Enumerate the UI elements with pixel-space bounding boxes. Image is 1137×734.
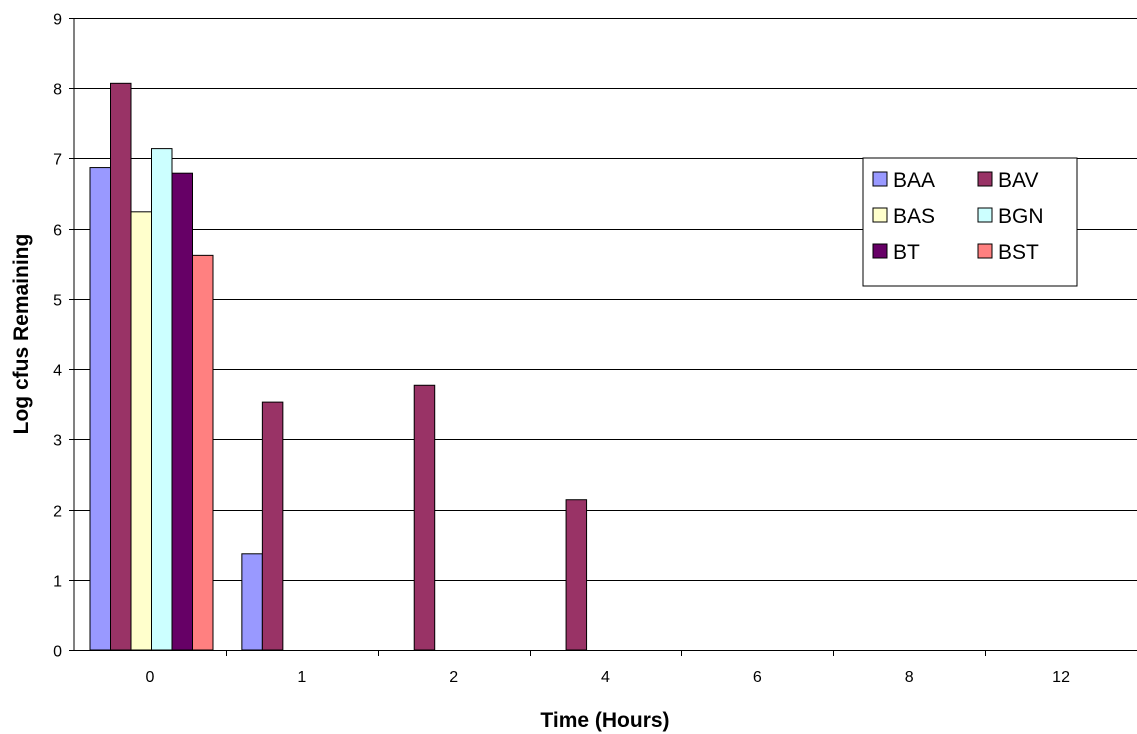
x-tick-label: 6 bbox=[753, 669, 762, 686]
bar-baa-1 bbox=[241, 553, 263, 651]
y-tick-label: 4 bbox=[53, 363, 62, 380]
legend-swatch-bgn bbox=[977, 207, 993, 223]
legend: BAA BAV BAS BGN BT BST bbox=[862, 157, 1078, 287]
y-tick-label: 0 bbox=[53, 644, 62, 661]
x-tick-label: 8 bbox=[905, 669, 914, 686]
bar-bgn-0 bbox=[151, 148, 173, 651]
legend-swatch-bst bbox=[977, 243, 993, 259]
y-tick-label: 6 bbox=[53, 223, 62, 240]
bar-baa-0 bbox=[89, 167, 111, 651]
y-tick-label: 7 bbox=[53, 152, 62, 169]
axes bbox=[73, 18, 1137, 651]
y-tick-label: 8 bbox=[53, 82, 62, 99]
x-ticks: 0 1 2 4 6 8 12 bbox=[145, 650, 1070, 686]
legend-swatch-baa bbox=[872, 171, 888, 187]
legend-swatch-bas bbox=[872, 207, 888, 223]
y-axis-title: Log cfus Remaining bbox=[10, 234, 33, 435]
bar-bav-1 bbox=[261, 401, 284, 651]
legend-swatch-bt bbox=[872, 243, 888, 259]
y-ticks: 0 1 2 3 4 5 6 7 8 9 bbox=[53, 12, 74, 661]
bar-bav-4 bbox=[565, 499, 588, 651]
x-axis-title: Time (Hours) bbox=[540, 709, 669, 732]
gridlines bbox=[74, 18, 1137, 581]
x-tick-label: 1 bbox=[297, 669, 306, 686]
bar-bav-2 bbox=[413, 384, 436, 651]
y-tick-label: 9 bbox=[53, 12, 62, 29]
bar-bav-0 bbox=[110, 82, 132, 651]
legend-label-bgn: BGN bbox=[998, 205, 1044, 228]
legend-swatch-bav bbox=[977, 171, 993, 187]
y-tick-label: 2 bbox=[53, 504, 62, 521]
legend-label-bst: BST bbox=[998, 241, 1039, 264]
y-tick-label: 5 bbox=[53, 293, 62, 310]
bars bbox=[89, 82, 588, 651]
bar-bt-0 bbox=[171, 172, 193, 651]
y-tick-label: 1 bbox=[53, 574, 62, 591]
legend-box bbox=[862, 157, 1078, 287]
x-tick-label: 2 bbox=[449, 669, 458, 686]
x-tick-label: 4 bbox=[601, 669, 610, 686]
bar-bas-0 bbox=[130, 211, 152, 651]
legend-label-bas: BAS bbox=[893, 205, 935, 228]
y-tick-label: 3 bbox=[53, 433, 62, 450]
x-tick-label: 0 bbox=[145, 669, 154, 686]
x-tick-label: 12 bbox=[1052, 669, 1070, 686]
legend-label-baa: BAA bbox=[893, 169, 935, 192]
legend-label-bt: BT bbox=[893, 241, 920, 264]
bar-bst-0 bbox=[192, 254, 214, 651]
legend-label-bav: BAV bbox=[998, 169, 1038, 192]
